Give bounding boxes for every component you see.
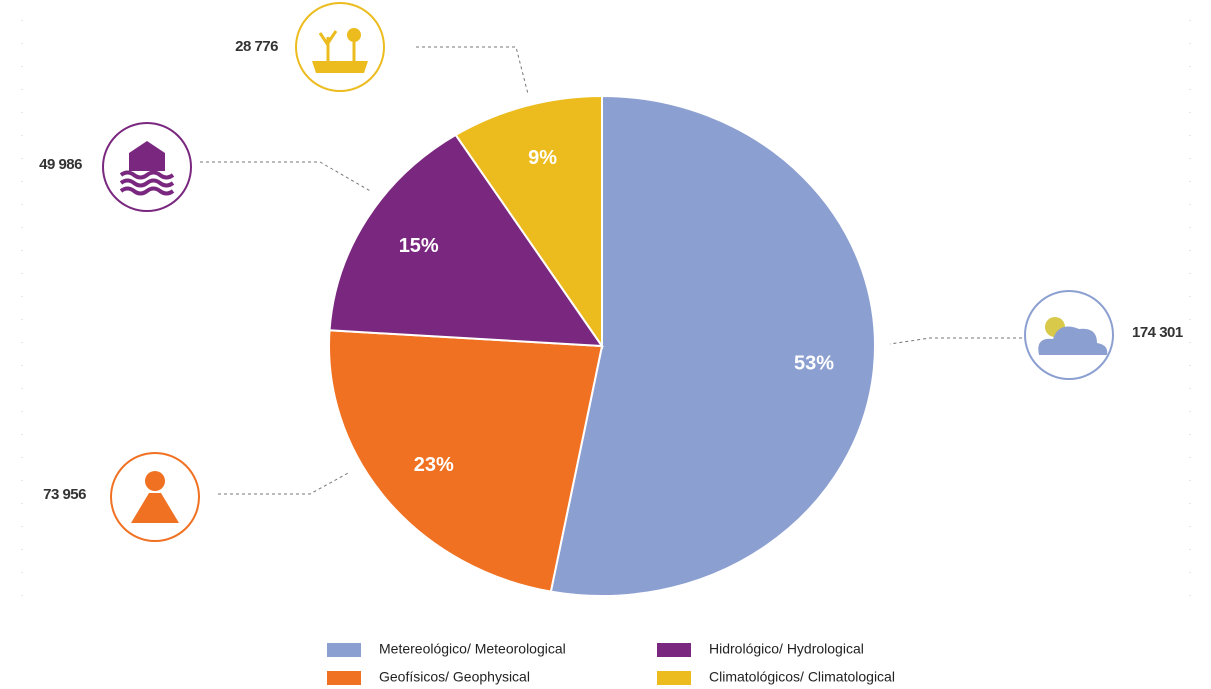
leader-line (200, 161, 373, 193)
legend-label: Metereológico/ Meteorological (379, 641, 566, 657)
count-label: 73 956 (43, 486, 86, 503)
legend-label: Geofísicos/ Geophysical (379, 669, 530, 685)
icon-wave (119, 170, 175, 180)
icon-house (129, 141, 165, 171)
icon (1038, 317, 1108, 355)
legend-label: Hidrológico/ Hydrological (709, 641, 864, 657)
icon-flower (347, 28, 361, 42)
pie-slice (549, 94, 876, 597)
slice-label: 9% (528, 147, 557, 169)
icon-ring (295, 2, 385, 92)
legend-swatch (327, 671, 361, 685)
icon-cloud (1038, 326, 1108, 355)
icon (119, 141, 175, 196)
leader-line (889, 337, 1022, 345)
icon-wave (119, 186, 175, 196)
pie-slice (328, 133, 604, 348)
icon-smoke (145, 471, 165, 491)
slice-label: 53% (794, 353, 834, 375)
icon (131, 471, 179, 523)
icon-plant (318, 30, 356, 61)
count-label: 49 986 (39, 156, 82, 173)
slice-label: 23% (414, 454, 454, 476)
count-label: 28 776 (235, 38, 278, 55)
leader-line (416, 46, 529, 95)
icon-volcano (131, 493, 179, 523)
legend-label: Climatológicos/ Climatological (709, 669, 895, 685)
icon (312, 28, 368, 73)
icon-ground (312, 61, 368, 73)
icon-wave (119, 178, 175, 188)
legend-swatch (657, 671, 691, 685)
slice-label: 15% (399, 235, 439, 257)
legend-swatch (327, 643, 361, 657)
pie-slice (328, 329, 604, 593)
count-label: 174 301 (1132, 324, 1183, 341)
legend-swatch (657, 643, 691, 657)
pie-slice (454, 94, 603, 350)
leader-line (218, 471, 351, 495)
